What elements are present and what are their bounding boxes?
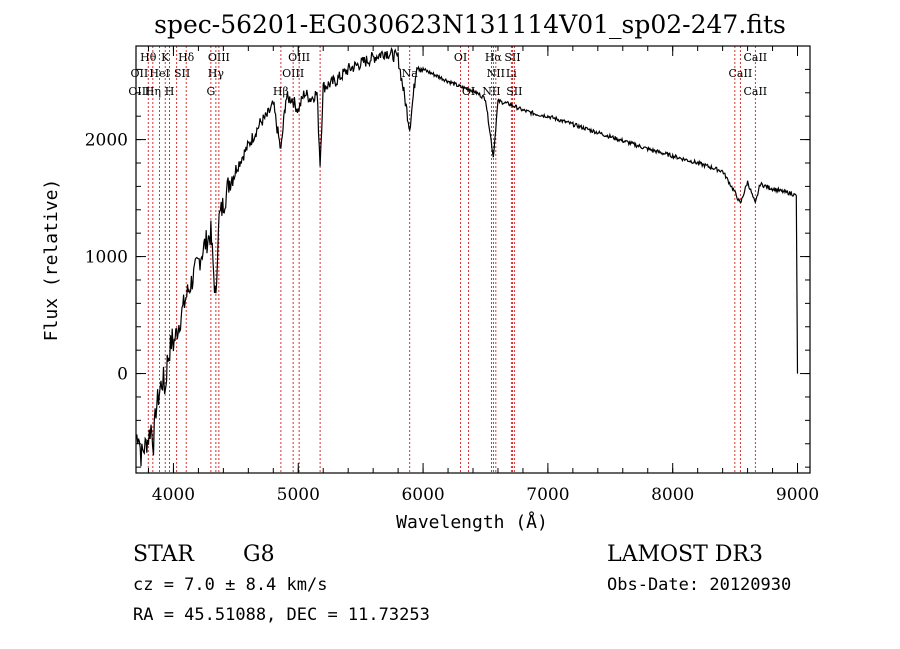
line-label: OIII [288, 51, 310, 64]
spectrum-line [135, 46, 799, 467]
line-label: H [165, 85, 175, 98]
x-tick-label: 4000 [152, 485, 195, 505]
line-label: SII [174, 67, 190, 80]
x-tick-label: 6000 [401, 485, 444, 505]
y-tick-label: 0 [117, 365, 128, 385]
line-label: K [161, 51, 170, 64]
line-label: OIII [128, 85, 150, 98]
line-label: Hη [145, 85, 161, 98]
x-tick-label: 5000 [277, 485, 320, 505]
reference-lines [147, 46, 756, 473]
line-label: Hγ [208, 67, 225, 80]
object-subclass: G8 [243, 542, 275, 567]
line-label: Hβ [273, 85, 289, 98]
y-tick-label: 2000 [85, 131, 128, 151]
x-axis: 4000 5000 6000 7000 8000 9000 [147, 46, 819, 505]
x-tick-label: 7000 [526, 485, 569, 505]
y-tick-label: 1000 [85, 248, 128, 268]
line-label: OIII [208, 51, 230, 64]
line-label: CaII [743, 85, 767, 98]
object-class: STAR [133, 542, 195, 567]
y-axis-label: Flux (relative) [41, 179, 62, 342]
line-label: OIII [282, 67, 304, 80]
chart-title: spec-56201-EG030623N131114V01_sp02-247.f… [154, 10, 786, 39]
line-label: CaII [743, 51, 767, 64]
line-label: Na [402, 67, 419, 80]
line-label: SII [506, 85, 522, 98]
line-label: Hδ [178, 51, 195, 64]
line-label: OII [131, 67, 149, 80]
line-label: Hα [485, 51, 503, 64]
obs-date-label: Obs-Date: 20120930 [607, 575, 791, 595]
x-axis-label: Wavelength (Å) [396, 511, 548, 533]
plot-frame [135, 45, 811, 474]
line-label: HeI [149, 67, 169, 80]
line-label: CaII [729, 67, 753, 80]
line-label: Hθ [140, 51, 157, 64]
x-tick-label: 8000 [651, 485, 694, 505]
line-label: SII [504, 51, 520, 64]
line-label: G [206, 85, 215, 98]
y-axis: 0 1000 2000 [85, 45, 810, 468]
line-label: Li [506, 67, 517, 80]
line-label: NII [482, 85, 500, 98]
velocity-label: cz = 7.0 ± 8.4 km/s [133, 575, 327, 595]
line-label: OI [454, 51, 467, 64]
line-label: NII [487, 67, 505, 80]
survey-label: LAMOST DR3 [607, 542, 763, 567]
coords-label: RA = 45.51088, DEC = 11.73253 [133, 605, 430, 625]
x-tick-label: 9000 [776, 485, 819, 505]
